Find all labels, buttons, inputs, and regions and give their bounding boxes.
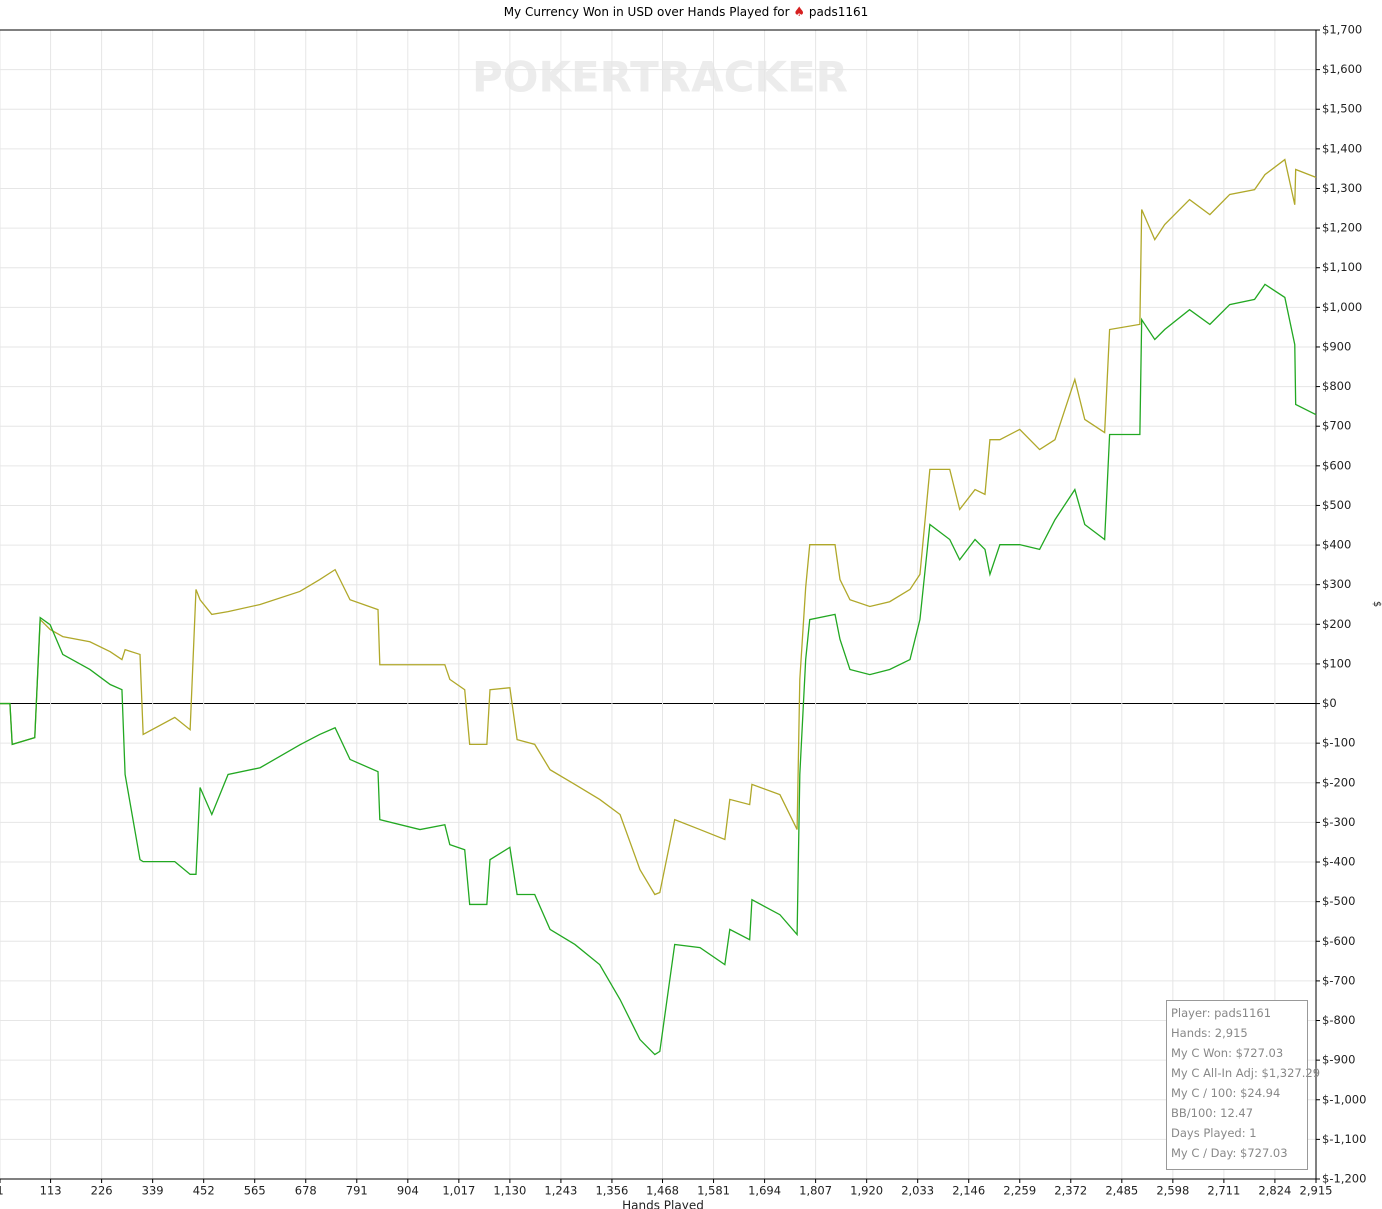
x-tick-label: 1,017 bbox=[442, 1184, 475, 1198]
y-tick-label: $1,000 bbox=[1322, 300, 1362, 314]
x-axis-label: Hands Played bbox=[622, 1199, 704, 1209]
y-tick-label: $-700 bbox=[1322, 973, 1355, 987]
x-tick-label: 1,130 bbox=[493, 1184, 526, 1198]
x-tick-label: 678 bbox=[295, 1184, 317, 1198]
watermark: POKERTRACKER bbox=[472, 53, 848, 102]
stat-line: My C / Day: $727.03 bbox=[1171, 1146, 1288, 1160]
y-tick-label: $100 bbox=[1322, 656, 1351, 670]
x-tick-label: 1,468 bbox=[646, 1184, 679, 1198]
x-tick-label: 2,711 bbox=[1207, 1184, 1240, 1198]
series-line bbox=[0, 158, 1317, 896]
y-tick-label: $1,700 bbox=[1322, 23, 1362, 37]
x-tick-label: 2,485 bbox=[1105, 1184, 1138, 1198]
y-tick-label: $1,200 bbox=[1322, 221, 1362, 235]
x-tick-label: 2,146 bbox=[952, 1184, 985, 1198]
stat-line: Player: pads1161 bbox=[1171, 1006, 1272, 1020]
x-tick-label: 452 bbox=[193, 1184, 215, 1198]
x-tick-label: 565 bbox=[244, 1184, 266, 1198]
y-tick-label: $300 bbox=[1322, 577, 1351, 591]
y-tick-label: $400 bbox=[1322, 538, 1351, 552]
y-tick-label: $-100 bbox=[1322, 736, 1355, 750]
x-tick-label: 904 bbox=[397, 1184, 419, 1198]
y-tick-label: $700 bbox=[1322, 419, 1351, 433]
x-tick-label: 2,372 bbox=[1054, 1184, 1087, 1198]
x-tick-label: 1,807 bbox=[799, 1184, 832, 1198]
y-tick-label: $-500 bbox=[1322, 894, 1355, 908]
y-tick-label: $-1,100 bbox=[1322, 1132, 1366, 1146]
stat-line: My C / 100: $24.94 bbox=[1171, 1086, 1281, 1100]
x-tick-label: 791 bbox=[346, 1184, 368, 1198]
stat-line: Days Played: 1 bbox=[1171, 1126, 1257, 1140]
series-line bbox=[0, 283, 1317, 1056]
y-tick-label: $600 bbox=[1322, 458, 1351, 472]
y-tick-label: $1,500 bbox=[1322, 102, 1362, 116]
stat-line: BB/100: 12.47 bbox=[1171, 1106, 1254, 1120]
player-name: pads1161 bbox=[808, 5, 869, 19]
stat-line: Hands: 2,915 bbox=[1171, 1026, 1248, 1040]
x-tick-label: 1,356 bbox=[595, 1184, 628, 1198]
y-tick-label: $-800 bbox=[1322, 1013, 1355, 1027]
y-tick-label: $1,400 bbox=[1322, 141, 1362, 155]
stats-box: Player: pads1161 Hands: 2,915 My C Won: $7… bbox=[1166, 1000, 1321, 1170]
spade-icon: ♠ bbox=[793, 5, 806, 20]
y-tick-label: $-200 bbox=[1322, 775, 1355, 789]
y-tick-label: $-400 bbox=[1322, 855, 1355, 869]
x-tick-label: 339 bbox=[142, 1184, 164, 1198]
x-tick-label: 1 bbox=[0, 1184, 4, 1198]
y-tick-label: $-1,200 bbox=[1322, 1172, 1366, 1186]
y-tick-label: $-300 bbox=[1322, 815, 1355, 829]
y-tick-label: $900 bbox=[1322, 339, 1351, 353]
chart-title: My Currency Won in USD over Hands Played… bbox=[503, 5, 790, 19]
stat-line: My C All-In Adj: $1,327.29 bbox=[1171, 1066, 1321, 1080]
y-tick-label: $-1,000 bbox=[1322, 1092, 1366, 1106]
grid bbox=[0, 29, 1317, 1180]
x-tick-label: 2,824 bbox=[1258, 1184, 1291, 1198]
x-tick-label: 1,920 bbox=[850, 1184, 883, 1198]
y-axis-label: $ bbox=[1371, 601, 1382, 607]
x-tick-label: 2,598 bbox=[1156, 1184, 1189, 1198]
x-tick-label: 2,033 bbox=[901, 1184, 934, 1198]
y-tick-label: $1,100 bbox=[1322, 260, 1362, 274]
y-tick-label: $-900 bbox=[1322, 1053, 1355, 1067]
chart-title-row: My Currency Won in USD over Hands Played… bbox=[0, 5, 1372, 20]
y-tick-label: $1,600 bbox=[1322, 62, 1362, 76]
x-tick-label: 226 bbox=[91, 1184, 113, 1198]
y-tick-label: $500 bbox=[1322, 498, 1351, 512]
x-tick-label: 2,915 bbox=[1300, 1184, 1333, 1198]
y-tick-label: $200 bbox=[1322, 617, 1351, 631]
x-tick-label: 113 bbox=[40, 1184, 62, 1198]
x-tick-label: 1,694 bbox=[748, 1184, 781, 1198]
x-tick-label: 1,243 bbox=[544, 1184, 577, 1198]
x-tick-label: 2,259 bbox=[1003, 1184, 1036, 1198]
y-tick-label: $-600 bbox=[1322, 934, 1355, 948]
y-tick-label: $800 bbox=[1322, 379, 1351, 393]
y-tick-label: $0 bbox=[1322, 696, 1337, 710]
stat-line: My C Won: $727.03 bbox=[1171, 1046, 1284, 1060]
y-tick-label: $1,300 bbox=[1322, 181, 1362, 195]
x-tick-label: 1,581 bbox=[697, 1184, 730, 1198]
